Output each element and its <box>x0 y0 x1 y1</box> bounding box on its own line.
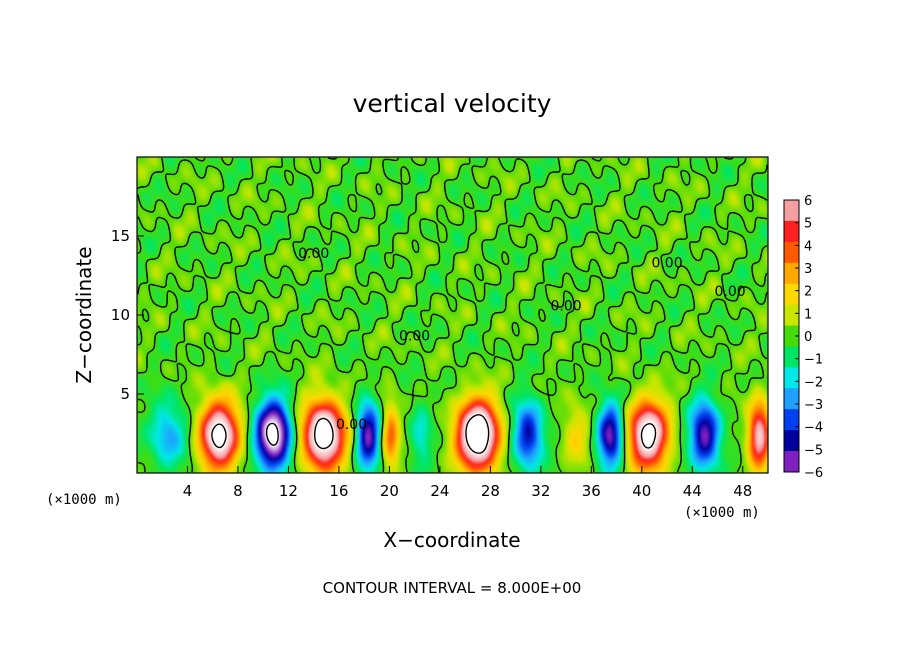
chart-title: vertical velocity <box>353 89 552 118</box>
contour-label: 0.00 <box>399 328 430 344</box>
colorbar: 6 5 4 3 2 1 0 −1 −2 −3 −4 −5 −6 <box>783 194 823 481</box>
colorbar-tick-label: 6 <box>804 194 812 209</box>
contour-level-pos <box>211 414 657 454</box>
colorbar-tick-label: 5 <box>804 217 812 232</box>
colorbar-tick-label: −5 <box>804 443 823 458</box>
contour-label: 0.00 <box>550 298 581 314</box>
colorbar-swatch <box>784 262 799 285</box>
x-tick-label: 44 <box>683 482 702 500</box>
colorbar-swatch <box>784 325 799 347</box>
x-tick-label: 12 <box>279 482 298 500</box>
colorbar-swatch <box>784 346 799 368</box>
plot-area: 0.00 0.00 0.00 0.00 0.00 0.00 <box>137 157 768 473</box>
y-axis-label: Z−coordinate <box>72 246 96 383</box>
colorbar-tick-label: −3 <box>804 398 823 413</box>
x-tick-label: 24 <box>430 482 449 500</box>
colorbar-swatch <box>784 367 799 389</box>
x-tick-label: 4 <box>183 482 193 500</box>
x-axis-label: X−coordinate <box>383 528 520 552</box>
x-tick-label: 36 <box>582 482 601 500</box>
contour-level-neg <box>265 422 279 446</box>
colorbar-swatch <box>784 241 799 264</box>
y-tick-label: 15 <box>111 227 130 245</box>
colorbar-tick-label: 1 <box>804 307 812 322</box>
x-tick-label: 40 <box>632 482 651 500</box>
contour-interval-note: CONTOUR INTERVAL = 8.000E+00 <box>323 579 582 597</box>
colorbar-swatch <box>784 304 799 327</box>
x-tick-label: 16 <box>329 482 348 500</box>
colorbar-swatch <box>784 430 799 452</box>
x-tick-label: 20 <box>380 482 399 500</box>
colorbar-swatch <box>784 200 799 222</box>
contour-label: 0.00 <box>715 284 746 300</box>
contour-label: 0.00 <box>336 417 367 433</box>
velocity-field <box>137 157 768 473</box>
contour-label: 0.00 <box>298 246 329 262</box>
colorbar-swatch <box>784 451 799 473</box>
y-axis-ticks: 5 10 15 <box>111 227 144 403</box>
colorbar-tick-label: −4 <box>804 421 823 436</box>
x-axis-ticks: 4 8 12 16 20 24 28 32 36 40 44 48 <box>183 466 752 500</box>
x-tick-label: 28 <box>481 482 500 500</box>
contour-level-zero <box>137 157 768 473</box>
colorbar-swatch <box>784 409 799 431</box>
colorbar-tick-label: 0 <box>804 330 812 345</box>
x-tick-label: 32 <box>531 482 550 500</box>
colorbar-swatch <box>784 220 799 243</box>
colorbar-tick-label: −6 <box>804 466 823 481</box>
colorbar-tick-label: 3 <box>804 262 812 277</box>
contour-lines <box>137 157 768 473</box>
y-tick-label: 10 <box>111 306 130 324</box>
x-unit-right: (×1000 m) <box>684 505 760 521</box>
colorbar-tick-label: −1 <box>804 353 823 368</box>
contour-label: 0.00 <box>651 256 682 272</box>
y-tick-label: 5 <box>120 385 130 403</box>
x-unit-left: (×1000 m) <box>46 492 122 508</box>
x-tick-label: 48 <box>733 482 752 500</box>
colorbar-swatch <box>784 283 799 306</box>
colorbar-tick-label: −2 <box>804 375 823 390</box>
colorbar-tick-label: 4 <box>804 239 812 254</box>
contour-labels: 0.00 0.00 0.00 0.00 0.00 0.00 <box>298 246 746 433</box>
x-tick-label: 8 <box>233 482 243 500</box>
colorbar-swatch <box>784 388 799 410</box>
colorbar-tick-label: 2 <box>804 285 812 300</box>
